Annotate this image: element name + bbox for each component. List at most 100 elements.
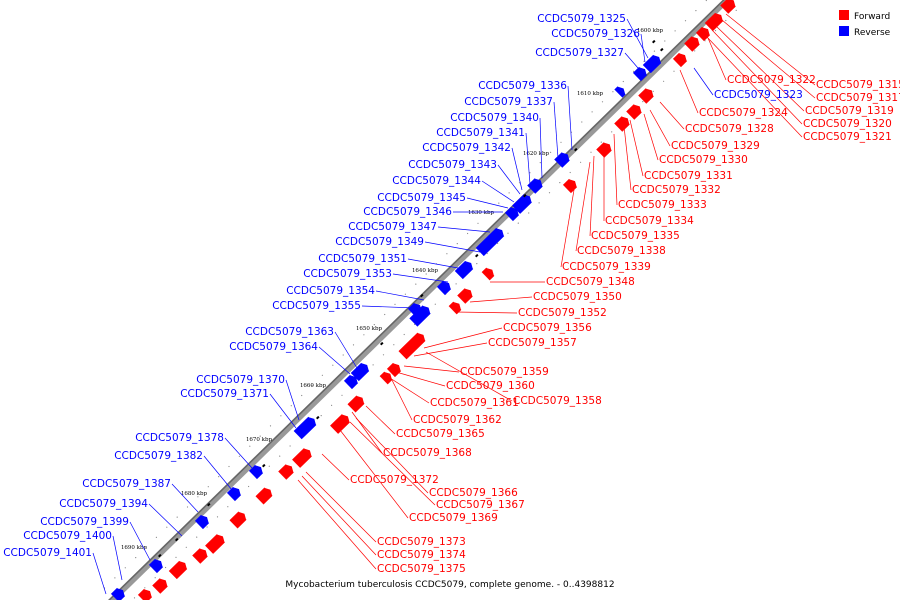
forward-gene-label[interactable]: CCDC5079_1366	[429, 487, 518, 499]
tick-dot	[673, 70, 675, 72]
forward-gene-label[interactable]: CCDC5079_1360	[446, 380, 535, 392]
legend-forward-swatch	[839, 10, 849, 20]
tick-dot	[456, 243, 458, 245]
forward-gene-label[interactable]: CCDC5079_1368	[383, 447, 472, 459]
forward-leader-line	[297, 479, 377, 570]
forward-gene-label[interactable]: CCDC5079_1352	[518, 307, 607, 319]
tick-dot	[372, 364, 374, 366]
forward-gene-label[interactable]: CCDC5079_1356	[503, 322, 592, 334]
reverse-gene-label[interactable]: CCDC5079_1370	[196, 374, 285, 386]
forward-gene	[638, 88, 654, 104]
forward-gene	[330, 414, 350, 434]
reverse-gene-label[interactable]: CCDC5079_1344	[392, 175, 481, 187]
forward-gene-label[interactable]: CCDC5079_1362	[413, 414, 502, 426]
forward-gene-label[interactable]: CCDC5079_1348	[546, 276, 635, 288]
tick-dot	[600, 141, 602, 143]
reverse-gene-label[interactable]: CCDC5079_1347	[348, 221, 437, 233]
forward-gene-label[interactable]: CCDC5079_1359	[460, 366, 549, 378]
forward-gene-label[interactable]: CCDC5079_1374	[377, 549, 466, 561]
reverse-gene-label[interactable]: CCDC5079_1355	[272, 300, 361, 312]
tick-dot	[538, 202, 540, 204]
reverse-gene-label[interactable]: CCDC5079_1399	[40, 516, 129, 528]
tick-dot	[455, 283, 457, 285]
reverse-gene-label[interactable]: CCDC5079_1364	[229, 341, 318, 353]
feature-marker	[207, 502, 211, 507]
forward-gene-label[interactable]: CCDC5079_1365	[396, 428, 485, 440]
reverse-gene-label[interactable]: CCDC5079_1342	[422, 142, 511, 154]
tick-dot	[238, 455, 240, 457]
reverse-gene-label[interactable]: CCDC5079_1378	[135, 432, 224, 444]
backbone-line	[107, 0, 732, 600]
reverse-gene-label[interactable]: CCDC5079_1325	[537, 13, 626, 25]
tick-dot	[165, 566, 167, 569]
forward-gene	[614, 116, 630, 132]
reverse-gene-label[interactable]: CCDC5079_1351	[318, 253, 407, 265]
forward-gene-label[interactable]: CCDC5079_1317	[816, 92, 900, 104]
reverse-gene-label[interactable]: CCDC5079_1400	[23, 530, 112, 542]
forward-gene-label[interactable]: CCDC5079_1319	[805, 105, 894, 117]
forward-gene-label[interactable]: CCDC5079_1335	[591, 230, 680, 242]
reverse-gene-label[interactable]: CCDC5079_1323	[714, 89, 803, 101]
tick-dot	[694, 50, 696, 52]
tick-dot	[176, 516, 178, 518]
reverse-leader-line	[148, 503, 183, 537]
tick-dot	[725, 19, 727, 22]
forward-gene-label[interactable]: CCDC5079_1320	[803, 118, 892, 130]
forward-gene-label[interactable]: CCDC5079_1339	[562, 261, 651, 273]
forward-gene-label[interactable]: CCDC5079_1315	[816, 79, 900, 91]
forward-gene-label[interactable]: CCDC5079_1361	[430, 397, 519, 409]
reverse-gene-label[interactable]: CCDC5079_1346	[363, 206, 452, 218]
forward-leader-line	[711, 29, 803, 125]
tick-dot	[248, 485, 250, 488]
reverse-gene-label[interactable]: CCDC5079_1387	[82, 478, 171, 490]
tick-dot	[612, 91, 614, 93]
forward-gene-label[interactable]: CCDC5079_1350	[533, 291, 622, 303]
tick-dot	[414, 323, 416, 325]
reverse-gene-label[interactable]: CCDC5079_1354	[286, 285, 375, 297]
reverse-leader-line	[466, 197, 509, 209]
reverse-gene-label[interactable]: CCDC5079_1327	[535, 47, 624, 59]
reverse-gene-label[interactable]: CCDC5079_1363	[245, 326, 334, 338]
reverse-gene-label[interactable]: CCDC5079_1371	[180, 388, 269, 400]
reverse-leader-line	[511, 147, 523, 191]
reverse-gene-label[interactable]: CCDC5079_1394	[59, 498, 148, 510]
reverse-leader-line	[375, 290, 425, 301]
forward-gene-label[interactable]: CCDC5079_1373	[377, 536, 466, 548]
forward-gene-label[interactable]: CCDC5079_1329	[671, 140, 760, 152]
forward-gene-label[interactable]: CCDC5079_1338	[577, 245, 666, 257]
forward-gene-label[interactable]: CCDC5079_1369	[409, 512, 498, 524]
forward-gene-label[interactable]: CCDC5079_1328	[685, 123, 774, 135]
forward-gene-label[interactable]: CCDC5079_1334	[605, 215, 694, 227]
forward-gene-label[interactable]: CCDC5079_1372	[350, 474, 439, 486]
reverse-gene	[436, 280, 452, 296]
reverse-gene-label[interactable]: CCDC5079_1337	[464, 96, 553, 108]
forward-gene-label[interactable]: CCDC5079_1324	[699, 107, 788, 119]
forward-leader-line	[679, 69, 699, 114]
gene-labels[interactable]: CCDC5079_1325 CCDC5079_1326 CCDC5079_1327 C…	[3, 13, 900, 575]
reverse-gene-label[interactable]: CCDC5079_1345	[377, 192, 466, 204]
forward-gene-label[interactable]: CCDC5079_1358	[513, 395, 602, 407]
tick-dot	[569, 171, 571, 174]
reverse-gene-label[interactable]: CCDC5079_1349	[335, 236, 424, 248]
tick-label: 1690 kbp	[121, 545, 148, 551]
forward-gene-label[interactable]: CCDC5079_1375	[377, 563, 466, 575]
forward-leader-line	[589, 155, 595, 237]
forward-gene-label[interactable]: CCDC5079_1367	[436, 499, 525, 511]
tick-label: 1650 kbp	[356, 326, 383, 332]
forward-gene-label[interactable]: CCDC5079_1330	[659, 154, 748, 166]
forward-gene-label[interactable]: CCDC5079_1321	[803, 131, 892, 143]
forward-gene-label[interactable]: CCDC5079_1357	[488, 337, 577, 349]
reverse-gene-label[interactable]: CCDC5079_1353	[303, 268, 392, 280]
reverse-gene-label[interactable]: CCDC5079_1336	[478, 80, 567, 92]
reverse-gene-label[interactable]: CCDC5079_1343	[408, 159, 497, 171]
forward-gene-label[interactable]: CCDC5079_1322	[727, 74, 816, 86]
forward-gene	[596, 142, 612, 158]
reverse-gene-label[interactable]: CCDC5079_1326	[551, 28, 640, 40]
reverse-gene-label[interactable]: CCDC5079_1340	[450, 112, 539, 124]
reverse-gene-label[interactable]: CCDC5079_1401	[3, 547, 92, 559]
reverse-gene-label[interactable]: CCDC5079_1382	[114, 450, 203, 462]
reverse-gene-label[interactable]: CCDC5079_1341	[436, 127, 525, 139]
forward-gene-label[interactable]: CCDC5079_1331	[644, 170, 733, 182]
forward-gene-label[interactable]: CCDC5079_1332	[632, 184, 721, 196]
forward-gene-label[interactable]: CCDC5079_1333	[618, 199, 707, 211]
